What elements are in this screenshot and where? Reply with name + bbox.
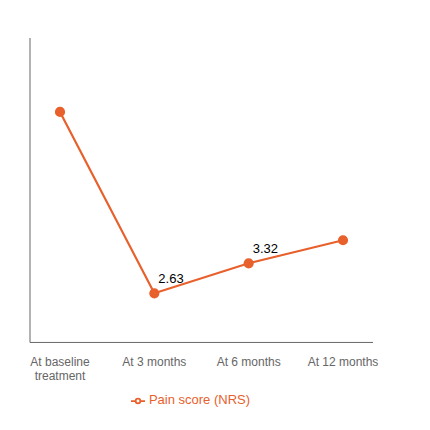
svg-text:At 3 months: At 3 months	[122, 355, 186, 369]
svg-text:3.32: 3.32	[253, 241, 278, 256]
svg-text:At 12 months: At 12 months	[308, 355, 379, 369]
html-text:Pain score (NRS): Pain score (NRS)	[148, 392, 251, 408]
svg-text:2.63: 2.63	[158, 271, 183, 286]
svg-text:At baselinetreatment: At baselinetreatment	[30, 355, 90, 383]
svg-text:At 6 months: At 6 months	[217, 355, 281, 369]
